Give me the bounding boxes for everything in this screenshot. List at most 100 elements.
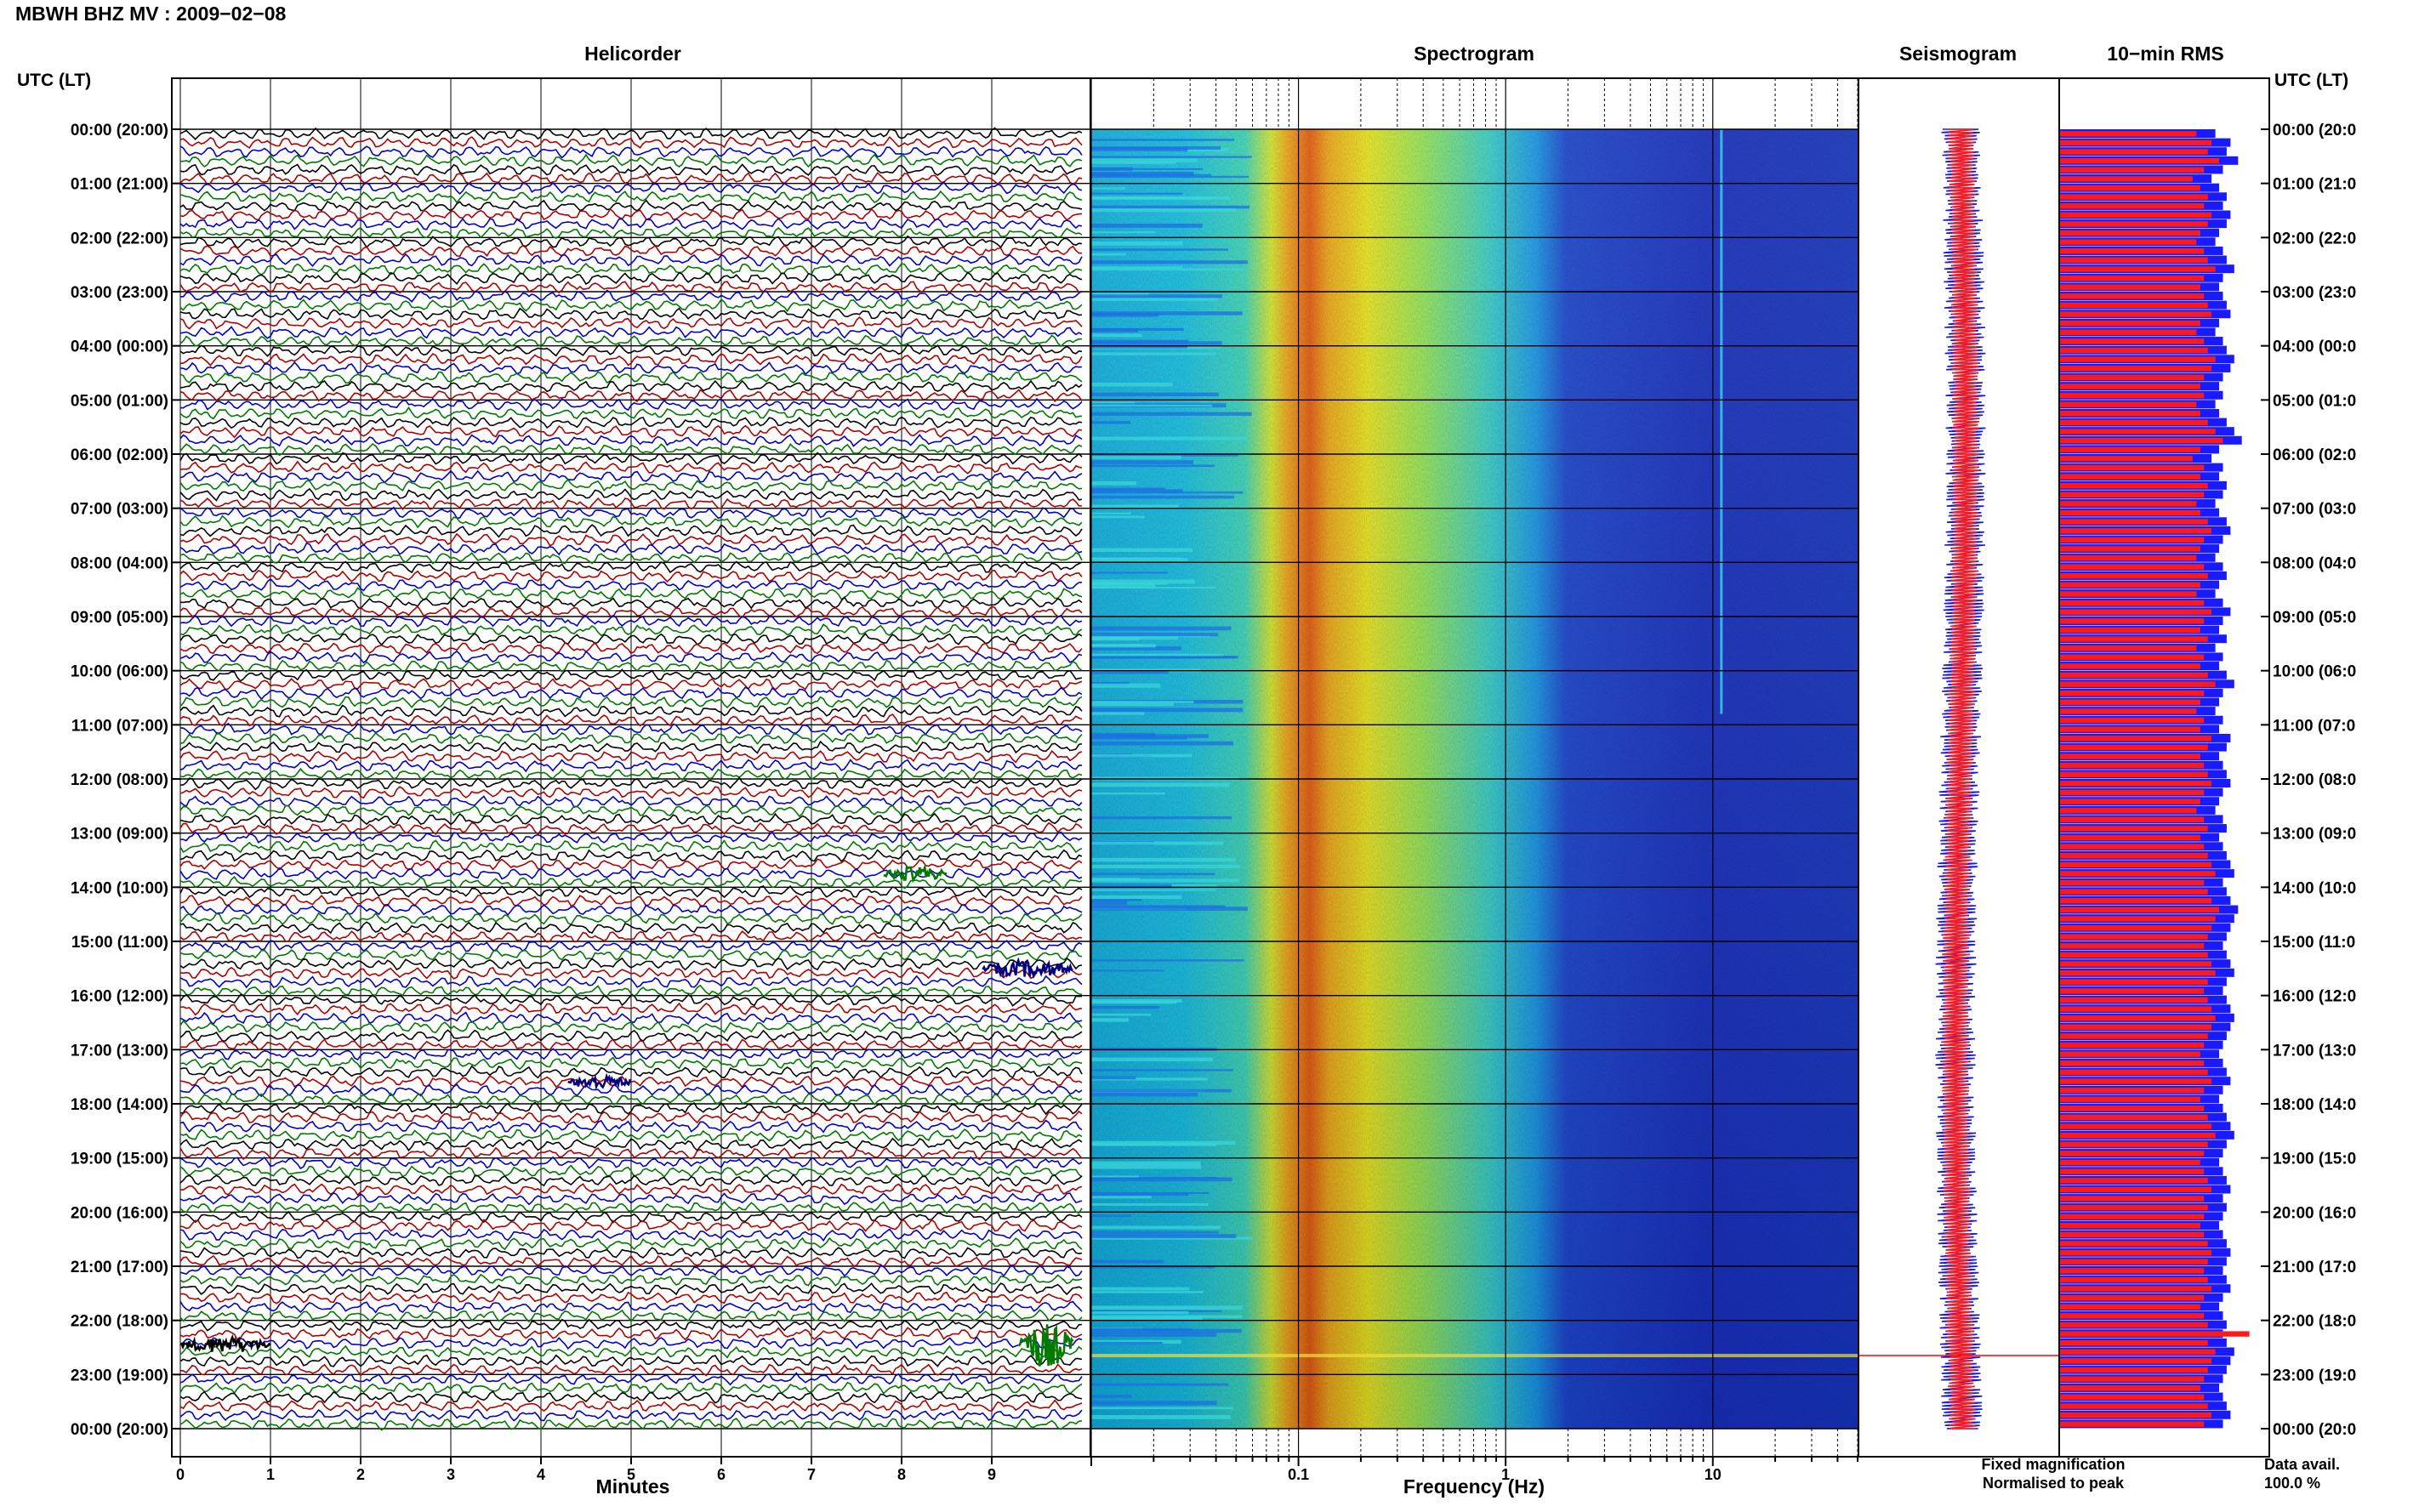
spectrogram-streak — [1091, 884, 1172, 889]
legend-fixed: Fixed magnification — [1981, 1456, 2125, 1473]
rms-normalised-bar — [2060, 753, 2200, 759]
helicorder-trace — [179, 1174, 1083, 1187]
helicorder-trace — [179, 1083, 1083, 1098]
helicorder-trace — [179, 487, 1083, 502]
helicorder-trace — [179, 1354, 1083, 1367]
rms-normalised-bar — [2060, 924, 2212, 931]
helicorder-trace — [179, 641, 1083, 655]
helicorder-trace — [179, 1183, 1083, 1197]
helicorder-trace — [179, 1336, 1083, 1350]
helicorder-trace — [179, 1236, 1083, 1251]
helicorder-trace — [179, 749, 1083, 764]
helicorder-trace — [179, 740, 1083, 754]
spectrogram-streak — [1091, 460, 1193, 464]
spectrogram-streak — [1091, 167, 1133, 171]
spectrogram-streak — [1091, 1339, 1181, 1344]
rms-normalised-bar — [2060, 275, 2205, 281]
helicorder-trace — [179, 1318, 1083, 1333]
helicorder-trace — [179, 1029, 1083, 1043]
right-time-label: 22:00 (18:0 — [2273, 1313, 2356, 1331]
spectrogram-streak — [1091, 1161, 1201, 1166]
rms-normalised-bar — [2060, 627, 2200, 634]
left-time-label: 16:00 (12:00) — [71, 988, 168, 1006]
spectrogram-streak — [1091, 1164, 1202, 1169]
helicorder-trace — [179, 785, 1083, 799]
rms-normalised-bar — [2060, 916, 2216, 922]
spectrogram-streak — [1091, 905, 1226, 908]
helicorder-trace — [179, 478, 1083, 492]
rms-normalised-bar — [2060, 1204, 2208, 1211]
spectrogram-streak — [1091, 1193, 1189, 1197]
helicorder-trace — [179, 839, 1083, 854]
rms-normalised-bar — [2060, 474, 2200, 480]
rms-normalised-bar — [2060, 1060, 2205, 1066]
rms-normalised-bar — [2060, 1168, 2205, 1174]
helicorder-trace — [179, 172, 1083, 186]
rms-normalised-bar — [2060, 239, 2197, 245]
spectrogram-streak — [1091, 192, 1183, 195]
rms-normalised-bar — [2060, 257, 2208, 264]
helicorder-tick-label: 1 — [266, 1466, 275, 1483]
rms-normalised-bar — [2060, 591, 2197, 597]
right-time-label: 00:00 (20:0 — [2273, 1421, 2356, 1439]
rms-normalised-bar — [2060, 401, 2197, 407]
helicorder-trace — [179, 127, 1083, 141]
left-time-label: 06:00 (02:00) — [71, 446, 168, 464]
right-time-label: 07:00 (03:0 — [2273, 501, 2356, 519]
helicorder-trace — [179, 731, 1083, 746]
spectrogram-streak — [1091, 1383, 1229, 1386]
rms-normalised-bar — [2060, 582, 2200, 588]
helicorder-trace — [179, 389, 1083, 403]
right-time-label: 23:00 (19:0 — [2273, 1367, 2356, 1384]
rms-normalised-bar — [2060, 221, 2208, 227]
helicorder-trace — [179, 966, 1083, 981]
rms-normalised-bar — [2060, 1358, 2212, 1364]
helicorder-trace — [179, 1344, 1083, 1359]
rms-normalised-bar — [2060, 1006, 2212, 1012]
rms-normalised-bar — [2060, 329, 2197, 335]
spectrogram-streak — [1091, 253, 1126, 256]
helicorder-trace — [179, 560, 1083, 574]
spectrogram-streak — [1091, 583, 1156, 588]
helicorder-trace — [179, 281, 1083, 294]
right-time-label: 21:00 (17:0 — [2273, 1259, 2356, 1276]
spectrogram-streak — [1091, 333, 1142, 338]
left-time-label: 02:00 (22:00) — [71, 230, 168, 247]
helicorder-event — [567, 1072, 632, 1091]
left-time-label: 14:00 (10:00) — [71, 879, 168, 897]
helicorder-trace — [179, 370, 1083, 384]
spectrogram-streak — [1091, 156, 1252, 158]
spectrogram-streak — [1091, 1000, 1177, 1004]
left-time-label: 13:00 (09:00) — [71, 826, 168, 844]
rms-normalised-bar — [2060, 1223, 2200, 1229]
right-time-label: 20:00 (16:0 — [2273, 1204, 2356, 1222]
rms-normalised-bar — [2060, 762, 2205, 769]
helicorder-trace — [179, 577, 1083, 592]
rms-normalised-bar — [2060, 492, 2205, 497]
rms-normalised-bar — [2060, 1313, 2205, 1319]
rms-normalised-bar — [2060, 636, 2208, 642]
rms-normalised-bar — [2060, 1367, 2208, 1373]
spectrogram-title: Spectrogram — [1414, 43, 1534, 65]
helicorder-trace — [179, 1191, 1083, 1206]
rms-normalised-bar — [2060, 826, 2208, 832]
helicorder-event — [1017, 1324, 1074, 1367]
left-time-label: 17:00 (13:00) — [71, 1042, 168, 1060]
rms-normalised-bar — [2060, 554, 2197, 561]
helicorder-trace — [179, 993, 1083, 1007]
spectrogram-streak — [1091, 1089, 1232, 1093]
spectrogram-streak — [1091, 294, 1222, 298]
helicorder-trace — [179, 1048, 1083, 1061]
spectrogram-streak — [1091, 998, 1182, 1003]
helicorder-trace — [179, 704, 1083, 719]
rms-normalised-bar — [2060, 1015, 2216, 1021]
helicorder-trace — [179, 1254, 1083, 1268]
right-time-label: 08:00 (04:0 — [2273, 554, 2356, 572]
spectrogram-streak — [1091, 196, 1216, 200]
spectrogram-xlabel: Frequency (Hz) — [1403, 1475, 1545, 1498]
spectrogram-streak — [1091, 782, 1230, 787]
rms-normalised-bar — [2060, 1421, 2205, 1427]
helicorder-trace — [179, 1363, 1083, 1377]
helicorder-tick-label: 6 — [717, 1466, 726, 1483]
left-time-label: 10:00 (06:00) — [71, 663, 168, 681]
